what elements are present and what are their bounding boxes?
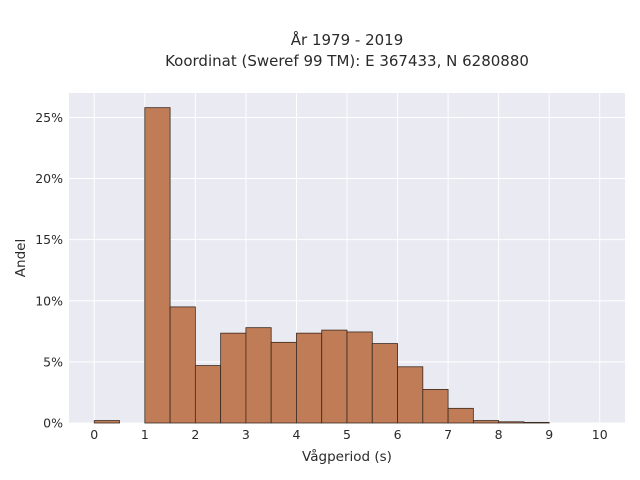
x-tick-label-6: 6 xyxy=(394,427,402,442)
x-tick-label-4: 4 xyxy=(292,427,300,442)
histogram-bar-10 xyxy=(371,343,398,424)
y-tick-label-3: 15% xyxy=(35,232,63,247)
x-tick-label-5: 5 xyxy=(343,427,351,442)
histogram-bar-7 xyxy=(296,332,323,424)
x-tick-label-7: 7 xyxy=(444,427,452,442)
x-tick-label-2: 2 xyxy=(191,427,199,442)
histogram-bar-15 xyxy=(498,421,525,424)
histogram-bar-1 xyxy=(144,107,171,424)
histogram-bars xyxy=(93,107,550,424)
histogram-bar-6 xyxy=(270,341,297,424)
chart-title-line-2: Koordinat (Sweref 99 TM): E 367433, N 62… xyxy=(165,52,529,70)
y-tick-label-2: 10% xyxy=(35,293,63,308)
y-tick-label-4: 20% xyxy=(35,171,63,186)
histogram-bar-11 xyxy=(397,366,424,424)
histogram-bar-9 xyxy=(346,331,373,424)
x-tick-label-1: 1 xyxy=(141,427,149,442)
histogram-bar-8 xyxy=(321,329,348,424)
x-tick-label-10: 10 xyxy=(592,427,608,442)
histogram-bar-4 xyxy=(220,332,247,424)
histogram-bar-2 xyxy=(169,306,196,424)
x-tick-label-8: 8 xyxy=(495,427,503,442)
histogram-bar-16 xyxy=(523,421,550,424)
histogram-bar-5 xyxy=(245,327,272,424)
histogram-bar-14 xyxy=(472,420,500,424)
y-tick-label-5: 25% xyxy=(35,110,63,125)
y-tick-label-1: 5% xyxy=(43,354,63,369)
x-axis-label: Vågperiod (s) xyxy=(302,448,392,465)
histogram-bar-0 xyxy=(93,420,120,424)
y-axis-label: Andel xyxy=(13,239,29,277)
chart-title-line-1: År 1979 - 2019 xyxy=(291,30,404,49)
x-tick-label-9: 9 xyxy=(545,427,553,442)
x-tick-label-3: 3 xyxy=(242,427,250,442)
y-axis-ticks: 0% 5% 10% 15% 20% 25% xyxy=(35,110,63,431)
histogram-bar-12 xyxy=(422,388,449,424)
histogram-bar-3 xyxy=(194,365,222,424)
y-tick-label-0: 0% xyxy=(43,416,63,431)
x-axis-ticks: 0 1 2 3 4 5 6 7 8 9 10 xyxy=(90,427,607,442)
x-tick-label-0: 0 xyxy=(90,427,98,442)
histogram-bar-13 xyxy=(447,407,474,424)
